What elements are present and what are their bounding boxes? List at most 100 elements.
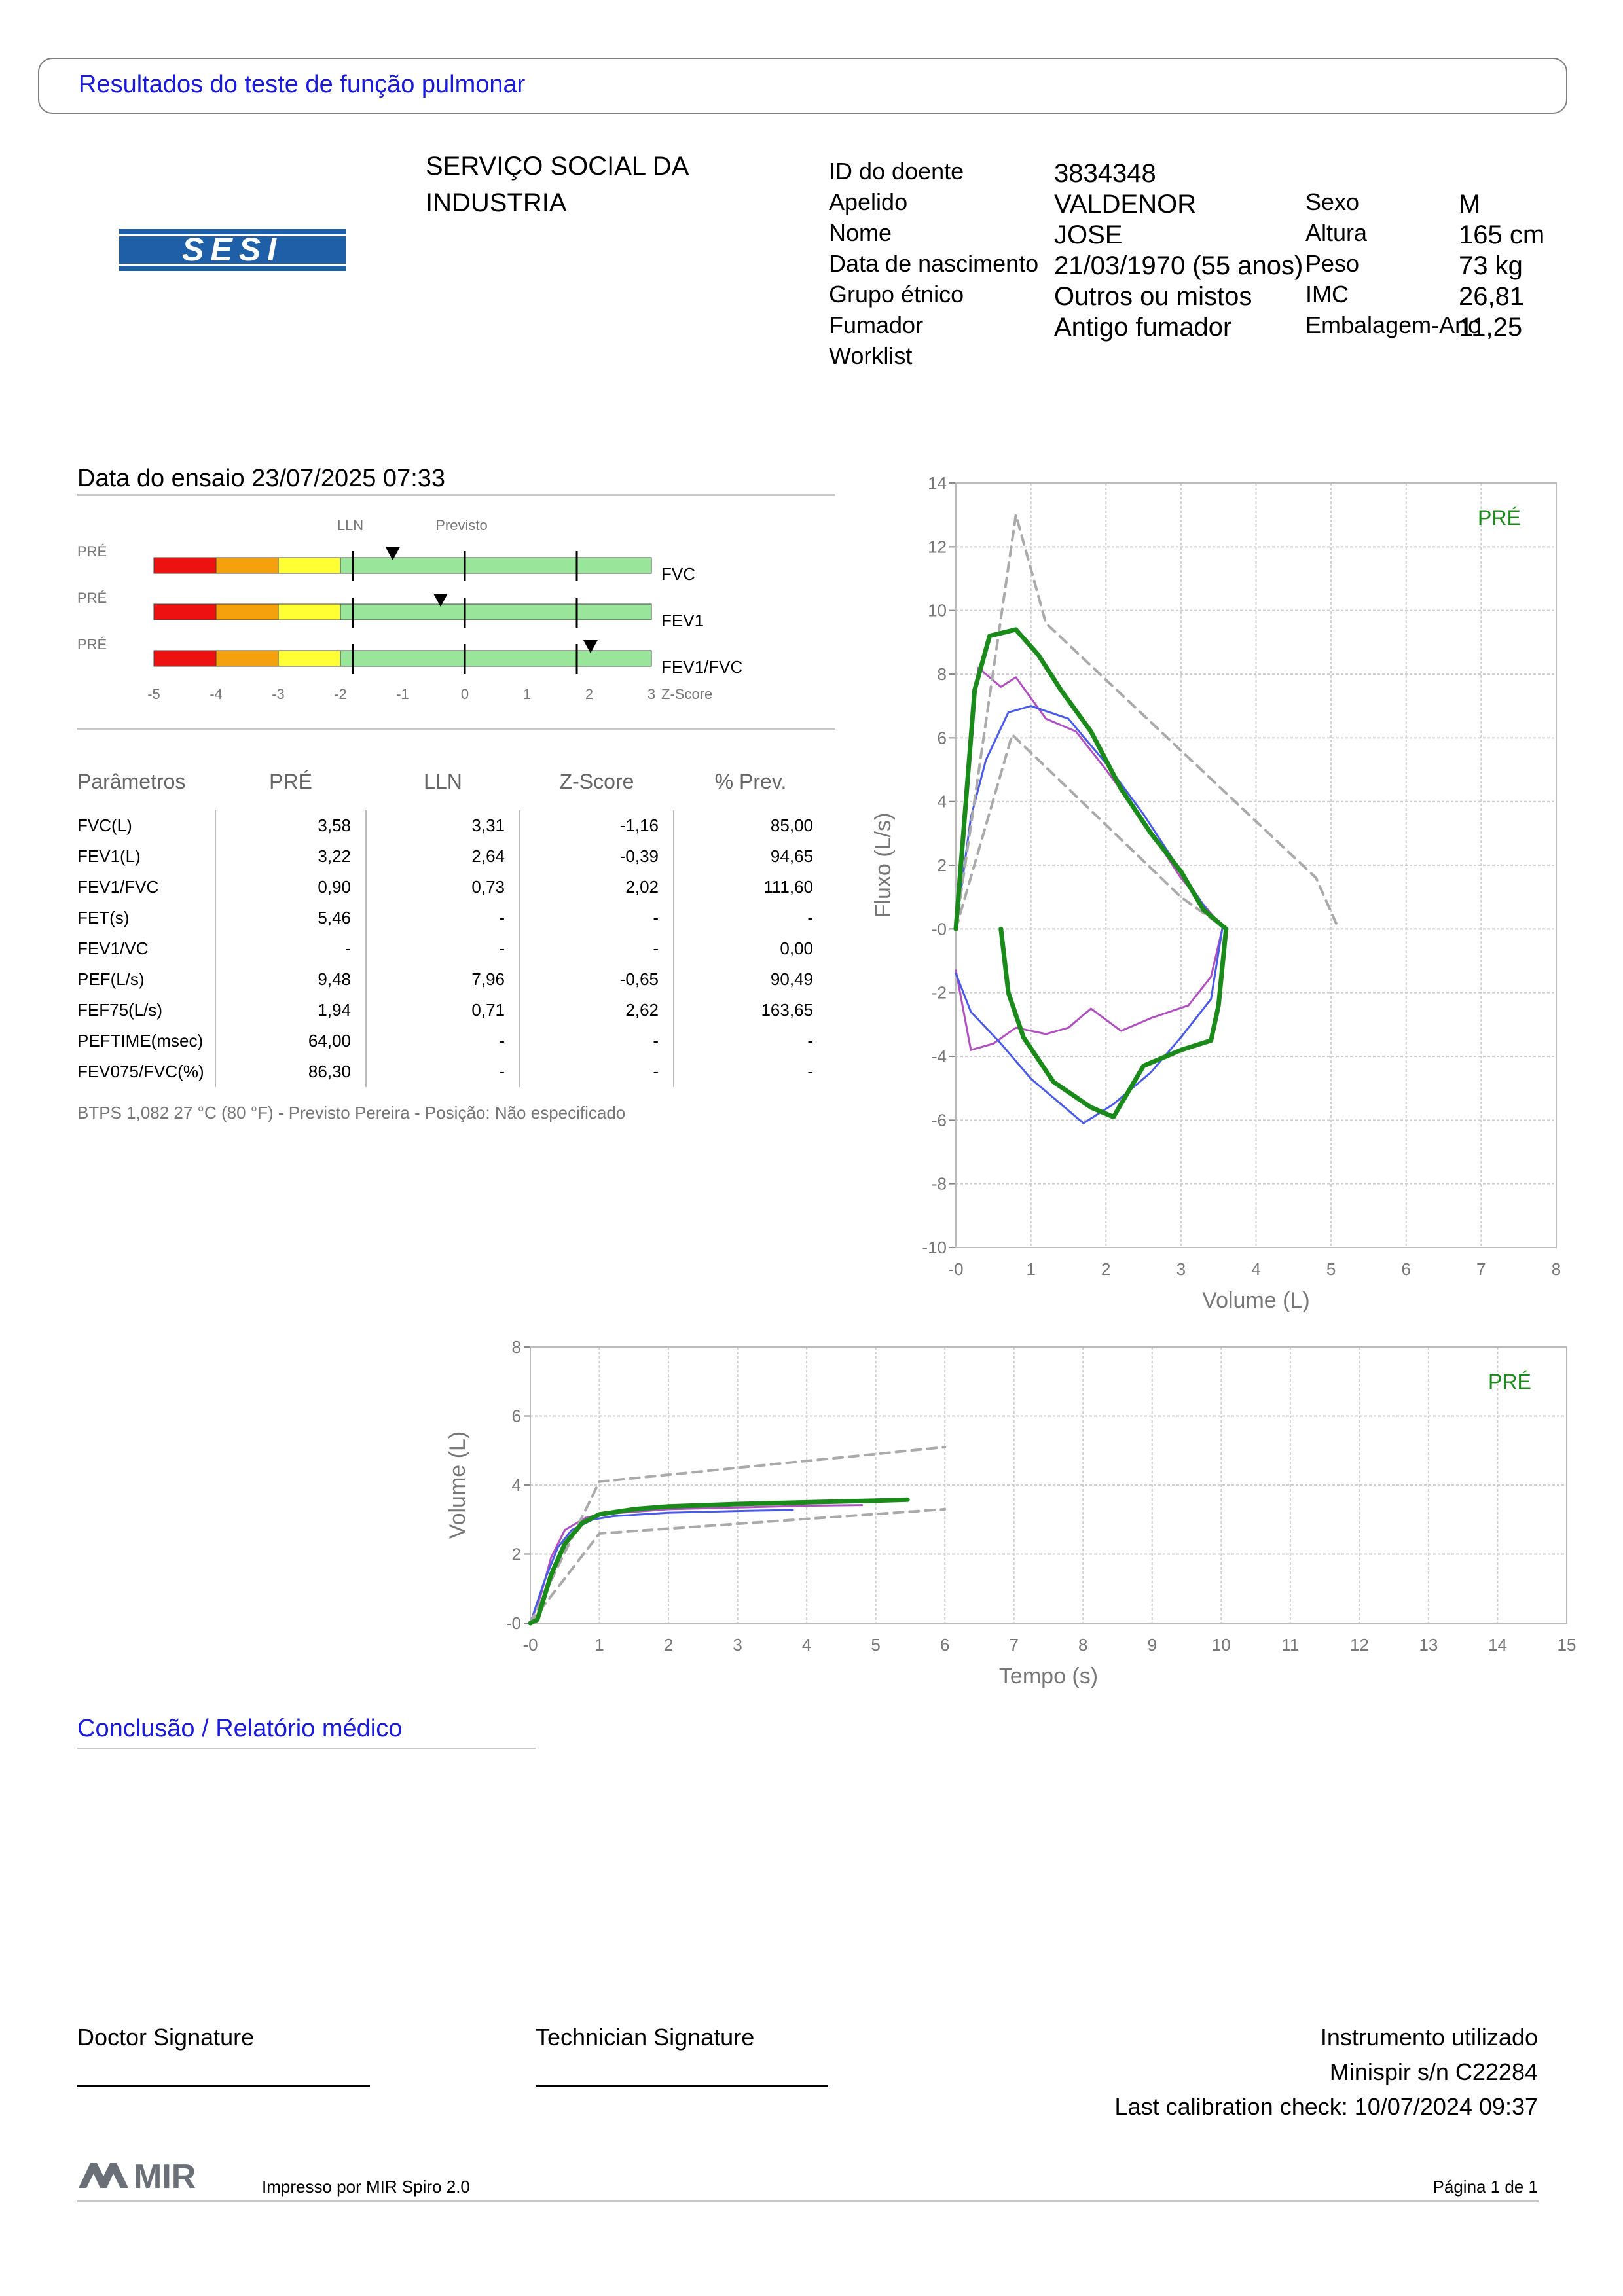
x-tick-label: 13: [1419, 1635, 1438, 1655]
plot-frame: [955, 482, 1557, 1248]
zscore-tick-label: -3: [272, 686, 285, 702]
x-tick-label: 14: [1488, 1635, 1507, 1655]
worklist-label: Worklist: [829, 342, 913, 369]
param-name-cell: FEV1/FVC: [77, 872, 216, 903]
zscore-band: [215, 650, 279, 667]
zscore-pointer: [433, 594, 448, 607]
sesi-logo-graphic: SESI: [119, 229, 346, 271]
param-value-cell: 2,02: [520, 872, 674, 903]
x-tick-label: 4: [802, 1635, 811, 1655]
param-name-cell: FEV1(L): [77, 841, 216, 872]
series-line: [528, 1497, 910, 1626]
y-tick-label: -2: [932, 983, 947, 1003]
date-divider: [77, 494, 835, 496]
table-header-row: Parâmetros PRÉ LLN Z-Score % Prev.: [77, 770, 828, 810]
org-line-1: SERVIÇO SOCIAL DA: [426, 152, 689, 181]
technician-signature-label: Technician Signature: [536, 2024, 755, 2051]
instrument-value: Minispir s/n C22284: [1329, 2058, 1538, 2085]
bmi-label: IMC: [1305, 281, 1349, 308]
series-line: [953, 627, 1229, 931]
predicted-curve: [955, 733, 1228, 931]
table-row: FEV1/VC - - -0,00: [77, 933, 828, 964]
sesi-logo-text: SESI: [182, 231, 283, 268]
param-value-cell: 90,49: [770, 969, 813, 989]
param-value-cell: 64,00: [215, 1026, 367, 1056]
zbars-group: PRÉ FVC PRÉ FEV1 PRÉ FEV1/FVC: [77, 543, 742, 677]
param-value-cell: 1,94: [215, 995, 367, 1026]
ethnic-label: Grupo étnico: [829, 281, 964, 308]
y-tick-label: 2: [938, 855, 947, 875]
pre-label: PRÉ: [77, 636, 107, 653]
y-tick-label: 6: [512, 1407, 521, 1426]
y-tick-label: 4: [512, 1475, 521, 1495]
x-tick-label: 4: [1251, 1259, 1260, 1279]
x-tick-label: 9: [1148, 1635, 1157, 1655]
predicted-curve: [529, 1446, 947, 1624]
param-value-cell: 0,73: [366, 872, 520, 903]
pre-label: PRÉ: [77, 590, 107, 606]
table-row: FEV1/FVC 0,90 0,73 2,02 111,60: [77, 872, 828, 903]
parameters-table: Parâmetros PRÉ LLN Z-Score % Prev. FVC(L…: [77, 770, 828, 1087]
y-tick-label: -8: [932, 1174, 947, 1194]
header-zscore: Z-Score: [559, 770, 634, 793]
param-value-cell: 0,90: [215, 872, 367, 903]
zscore-tick-label: -2: [334, 686, 347, 702]
y-axis-label: Fluxo (L/s): [871, 813, 896, 918]
param-value-cell: 94,65: [770, 846, 813, 866]
param-value-cell: -: [807, 908, 813, 927]
conclusion-divider: [77, 1748, 536, 1749]
zscore-tick-label: 2: [585, 686, 593, 702]
smoker-value: Antigo fumador: [1054, 313, 1232, 342]
zscore-bars: LLN Previsto PRÉ FVC PRÉ FEV1 PRÉ FEV1/FVC -5…: [77, 517, 742, 702]
zscore-band: [153, 650, 217, 667]
param-value-cell: -: [807, 1062, 813, 1081]
param-value-cell: -: [366, 1026, 520, 1056]
param-value-cell: -: [366, 1056, 520, 1087]
doctor-signature-line: [77, 2085, 370, 2087]
sesi-logo: SESI: [119, 229, 346, 271]
zscore-pointer: [385, 547, 400, 560]
org-line-2: INDUSTRIA: [426, 188, 567, 217]
x-tick-label: 12: [1350, 1635, 1369, 1655]
table-row: FET(s) 5,46- - -: [77, 903, 828, 933]
zscore-axis: -5 -4 -3 -2 -1 0 1 2 3: [147, 686, 655, 702]
y-axis-label: Volume (L): [445, 1431, 470, 1539]
mir-logo-graphic: MIR: [79, 2158, 196, 2196]
x-tick-label: 15: [1558, 1635, 1577, 1655]
zscore-band: [215, 557, 279, 574]
param-value-cell: -1,16: [520, 810, 674, 841]
y-tick-label: 4: [938, 792, 947, 812]
x-tick-label: -0: [522, 1635, 538, 1655]
param-name-cell: FVC(L): [77, 810, 216, 841]
param-value-cell: 3,22: [215, 841, 367, 872]
table-row: FEF75(L/s) 1,94 0,71 2,62 163,65: [77, 995, 828, 1026]
x-axis-label: Volume (L): [1202, 1288, 1309, 1313]
y-tick-label: 8: [512, 1337, 521, 1357]
dob-value: 21/03/1970 (55 anos): [1054, 251, 1304, 280]
param-name-cell: FEV075/FVC(%): [77, 1056, 216, 1087]
param-value-cell: -: [520, 933, 674, 964]
param-value-cell: -: [520, 903, 674, 933]
param-value-cell: 163,65: [761, 1000, 813, 1020]
zscore-band: [340, 603, 652, 620]
zscore-tick-label: -5: [147, 686, 160, 702]
param-value-cell: -: [215, 933, 367, 964]
zscore-band: [153, 603, 217, 620]
zscore-tick-label: 3: [647, 686, 655, 702]
param-name-cell: PEFTIME(msec): [77, 1026, 216, 1056]
zscore-tick-label: -4: [210, 686, 223, 702]
btps-note: BTPS 1,082 27 °C (80 °F) - Previsto Pere…: [77, 1103, 626, 1122]
param-name-cell: FEF75(L/s): [77, 995, 216, 1026]
table-row: PEFTIME(msec) 64,00- - -: [77, 1026, 828, 1056]
x-tick-label: 8: [1552, 1259, 1561, 1279]
series-line: [955, 927, 1224, 1124]
sex-value: M: [1459, 190, 1481, 219]
series-line: [955, 666, 1228, 930]
report-title: Resultados do teste de função pulmonar: [79, 71, 526, 98]
zbar-name: FEV1: [661, 611, 704, 630]
zscore-band: [215, 603, 279, 620]
param-value-cell: 0,00: [780, 939, 813, 958]
x-tick-label: 7: [1476, 1259, 1486, 1279]
param-name-cell: PEF(L/s): [77, 964, 216, 995]
zscore-band: [278, 603, 341, 620]
